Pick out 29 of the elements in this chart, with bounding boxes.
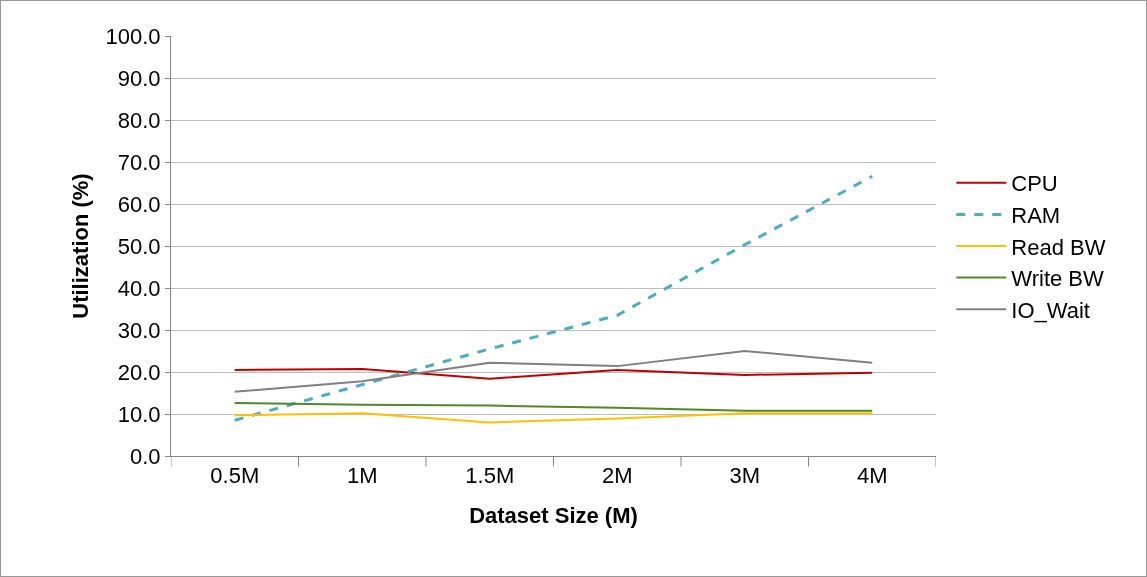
legend-label: Write BW (1011, 266, 1105, 292)
line-series (233, 402, 874, 412)
line-series (233, 350, 874, 393)
line-series (233, 412, 874, 424)
line-series (233, 368, 874, 380)
x-tick-label: 1M (346, 463, 378, 489)
x-axis-title: Dataset Size (M) (469, 503, 638, 529)
legend-label: CPU (1011, 171, 1058, 197)
y-tick-label: 30.0 (117, 317, 161, 343)
y-tick-label: 60.0 (117, 191, 161, 217)
line-series (233, 174, 874, 422)
x-tick-label: 1.5M (465, 463, 515, 489)
x-tick-label: 3M (729, 463, 761, 489)
x-tick-label: 2M (601, 463, 633, 489)
y-tick-label: 40.0 (117, 275, 161, 301)
y-tick-label: 20.0 (117, 359, 161, 385)
legend-label: RAM (1011, 202, 1061, 228)
legend-label: IO_Wait (1011, 297, 1090, 323)
y-tick-label: 100.0 (105, 23, 161, 49)
y-tick-label: 80.0 (117, 107, 161, 133)
y-tick-label: 90.0 (117, 65, 161, 91)
x-tick-label: 0.5M (210, 463, 260, 489)
legend-label: Read BW (1011, 234, 1106, 260)
y-axis-title: Utilization (%) (68, 173, 94, 319)
x-tick-label: 4M (856, 463, 888, 489)
y-tick-label: 10.0 (117, 401, 161, 427)
y-tick-label: 70.0 (117, 149, 161, 175)
y-tick-label: 0.0 (130, 443, 161, 469)
y-tick-label: 50.0 (117, 233, 161, 259)
